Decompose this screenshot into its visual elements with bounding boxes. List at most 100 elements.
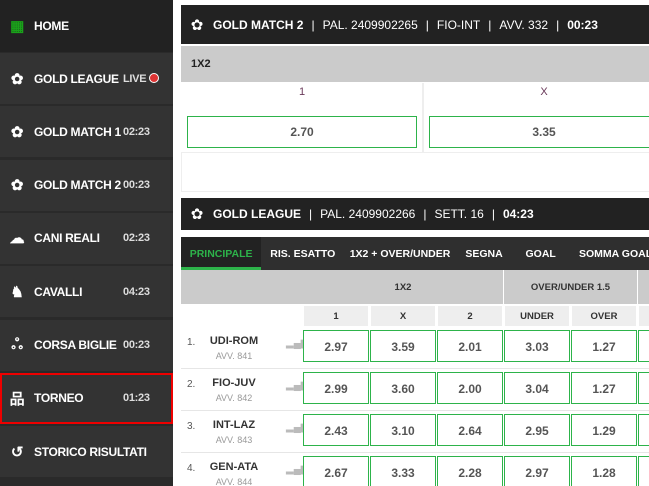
match-name: GOLD MATCH 2 (213, 17, 304, 32)
market-title: 1X2 (181, 46, 649, 82)
sidebar-item-storico-risultati[interactable]: ↺ STORICO RISULTATI (0, 426, 173, 478)
marbles-icon: ஃ (11, 335, 23, 353)
main-content: ✿ GOLD MATCH 2 | PAL. 2409902265 | FIO-INT… (181, 0, 649, 486)
odd-button[interactable] (638, 372, 649, 404)
table-row: 1. UDI-ROM AVV. 841 ▂▄▆ 2.97 3.59 2.01 3.03 1… (181, 327, 649, 369)
stats-signal-icon[interactable]: ▂▄▆ (286, 380, 309, 391)
odd-button[interactable]: 3.03 (504, 330, 570, 362)
row-number: 4. (187, 463, 196, 474)
table-row: 2. FIO-JUV AVV. 842 ▂▄▆ 2.99 3.60 2.00 3.04 1… (181, 369, 649, 411)
stats-signal-icon[interactable]: ▂▄▆ (286, 338, 309, 349)
sidebar-item-home[interactable]: ▦ HOME (0, 0, 173, 52)
sidebar-item-corsa-biglie[interactable]: ஃ CORSA BIGLIE 00:23 (0, 319, 173, 371)
league-header: ✿ GOLD LEAGUE | PAL. 2409902266 | SETT. 16… (181, 198, 649, 230)
odd-button[interactable]: 2.43 (303, 414, 369, 446)
row-avv: AVV. 842 (215, 393, 253, 403)
row-match: UDI-ROM (209, 335, 259, 347)
row-number: 1. (187, 337, 196, 348)
sidebar-item-time: 02:23 (123, 232, 150, 245)
table-row: 3. INT-LAZ AVV. 843 ▂▄▆ 2.43 3.10 2.64 2.95 1… (181, 411, 649, 453)
tab-1x2-over-under[interactable]: 1X2 + OVER/UNDER (349, 248, 451, 260)
outcome-label: 1 (298, 86, 306, 98)
sidebar-item-label: GOLD MATCH 2 (34, 178, 121, 193)
outcome-label: X (540, 86, 548, 98)
odd-button[interactable]: 2.00 (437, 372, 503, 404)
odd-button[interactable]: 2.64 (437, 414, 503, 446)
live-badge: LIVE (123, 72, 173, 85)
sidebar-item-label: CAVALLI (34, 284, 83, 299)
grid-icon: ▦ (10, 18, 24, 35)
match-pal: PAL. 2409902265 (322, 17, 418, 32)
sidebar-item-gold-league[interactable]: ✿ GOLD LEAGUE LIVE (0, 53, 173, 104)
column-header: X (371, 306, 435, 326)
sidebar-item-label: CANI REALI (34, 231, 100, 246)
sidebar-item-time: 02:23 (123, 125, 150, 138)
odd-button[interactable]: 3.10 (370, 414, 436, 446)
sidebar-item-time: 04:23 (123, 285, 150, 298)
live-dot-icon (149, 72, 160, 83)
table-row: 4. GEN-ATA AVV. 844 ▂▄▆ 2.67 3.33 2.28 2.97 1… (181, 453, 649, 486)
odd-button[interactable] (638, 330, 649, 362)
odd-button[interactable]: 3.59 (370, 330, 436, 362)
league-name: GOLD LEAGUE (213, 207, 302, 221)
odd-button[interactable]: 2.01 (437, 330, 503, 362)
sidebar-item-label: GOLD MATCH 1 (34, 124, 121, 139)
column-header: 2 (438, 306, 502, 326)
odd-button[interactable]: 1.29 (571, 414, 637, 446)
odd-button[interactable]: 2.70 (187, 116, 417, 148)
odd-button[interactable] (638, 456, 649, 486)
sidebar-item-torneo[interactable]: 品 TORNEO 01:23 (0, 372, 173, 424)
sidebar: ▦ HOME ✿ GOLD LEAGUE LIVE ✿ GOLD MATCH 1 02:23 ✿… (0, 0, 173, 486)
league-pal: PAL. 2409902266 (320, 207, 416, 221)
sidebar-item-label: TORNEO (34, 391, 84, 406)
tab-goal[interactable]: GOAL (525, 248, 556, 260)
stats-signal-icon[interactable]: ▂▄▆ (286, 422, 309, 433)
horse-icon: ♞ (10, 283, 24, 301)
column-header: UNDER (505, 306, 569, 326)
odd-button[interactable]: 3.04 (504, 372, 570, 404)
odd-button[interactable]: 2.95 (504, 414, 570, 446)
soccer-ball-icon: ✿ (190, 16, 204, 34)
sidebar-item-gold-match-1[interactable]: ✿ GOLD MATCH 1 02:23 (0, 106, 173, 158)
row-number: 2. (187, 379, 196, 390)
tab-ris-esatto[interactable]: RIS. ESATTO (270, 248, 336, 260)
odd-button[interactable]: 3.60 (370, 372, 436, 404)
sidebar-item-time: 01:23 (123, 392, 150, 405)
odd-button[interactable]: 3.35 (429, 116, 649, 148)
soccer-ball-icon: ✿ (10, 177, 24, 195)
odd-button[interactable]: 3.33 (370, 456, 436, 486)
odd-button[interactable]: 1.28 (571, 456, 637, 486)
odd-button[interactable] (638, 414, 649, 446)
match-time: 00:23 (567, 17, 598, 32)
row-match: GEN-ATA (209, 461, 259, 473)
tab-segna[interactable]: SEGNA (465, 248, 503, 260)
sidebar-item-cavalli[interactable]: ♞ CAVALLI 04:23 (0, 266, 173, 318)
sidebar-item-label: STORICO RISULTATI (34, 444, 147, 459)
row-avv: AVV. 843 (215, 435, 253, 445)
row-match: INT-LAZ (212, 419, 256, 431)
row-number: 3. (187, 421, 196, 432)
odd-button[interactable]: 2.99 (303, 372, 369, 404)
sidebar-item-gold-match-2[interactable]: ✿ GOLD MATCH 2 00:23 (0, 159, 173, 211)
odd-button[interactable]: 1.27 (571, 330, 637, 362)
sidebar-item-label: GOLD LEAGUE (34, 71, 119, 86)
odd-button[interactable]: 2.28 (437, 456, 503, 486)
match-avv: AVV. 332 (499, 17, 549, 32)
match-header: ✿ GOLD MATCH 2 | PAL. 2409902265 | FIO-INT… (181, 5, 649, 44)
tab-principale[interactable]: PRINCIPALE (181, 237, 262, 270)
odd-button[interactable]: 2.67 (303, 456, 369, 486)
sidebar-item-cani-reali[interactable]: ☁ CANI REALI 02:23 (0, 212, 173, 264)
odd-button[interactable]: 2.97 (303, 330, 369, 362)
odd-button[interactable]: 1.27 (571, 372, 637, 404)
stats-signal-icon[interactable]: ▂▄▆ (286, 464, 309, 475)
group-over-under: OVER/UNDER 1.5 (504, 270, 637, 304)
soccer-ball-icon: ✿ (10, 123, 24, 141)
history-icon: ↺ (10, 443, 24, 461)
group-1x2: 1X2 (181, 270, 503, 304)
bracket-icon: 品 (9, 390, 25, 408)
league-sett: SETT. 16 (434, 207, 484, 221)
odd-button[interactable]: 2.97 (504, 456, 570, 486)
column-header: 1 (304, 306, 368, 326)
dog-icon: ☁ (9, 230, 25, 248)
tab-somma-goal[interactable]: SOMMA GOAL (579, 248, 649, 260)
